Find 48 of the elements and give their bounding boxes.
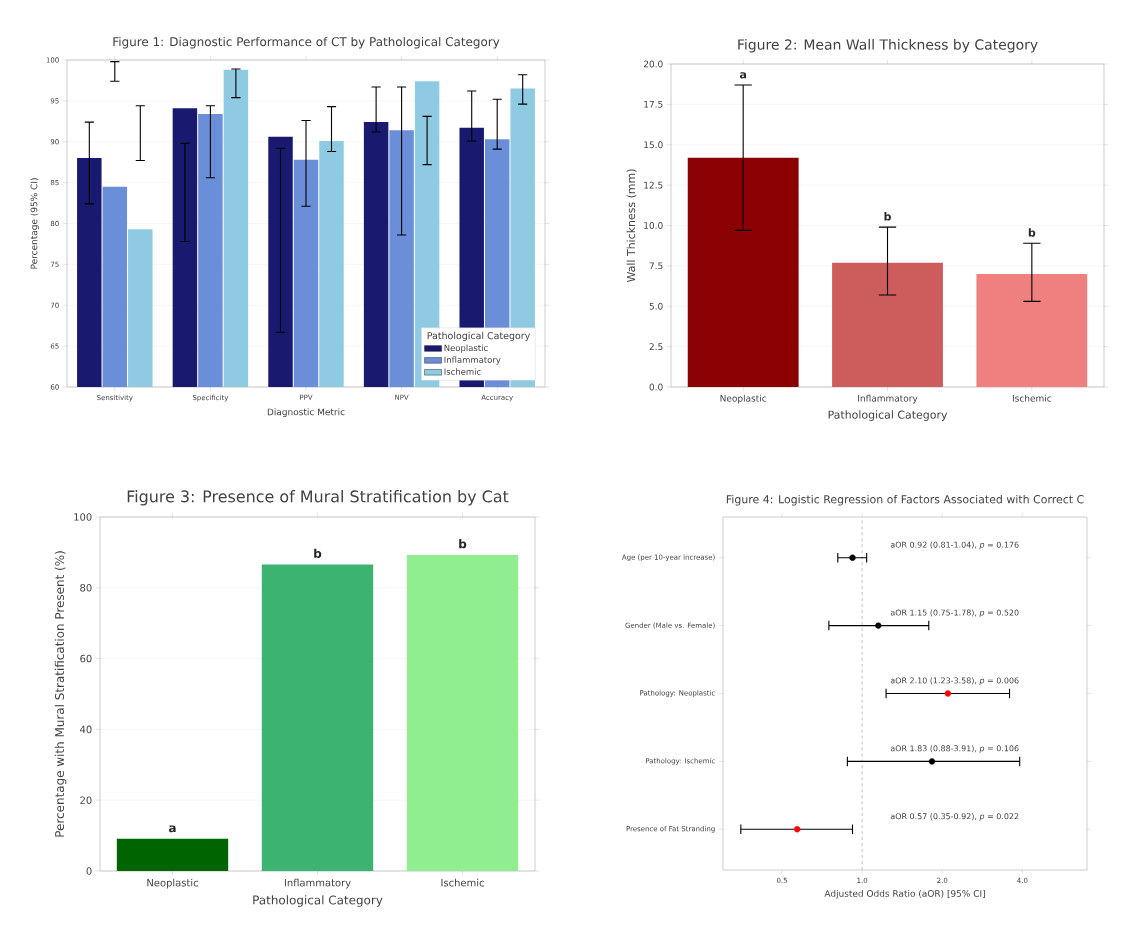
bar bbox=[976, 273, 1088, 387]
chart-title: Figure 4: Logistic Regression of Factors Associated with Correct C bbox=[726, 494, 1084, 506]
legend-title: Pathological Category bbox=[427, 331, 530, 341]
legend-label: Inflammatory bbox=[444, 356, 501, 365]
y-tick-label: 7.5 bbox=[649, 262, 663, 270]
y-tick-label: 0 bbox=[86, 867, 92, 875]
x-axis-title: Diagnostic Metric bbox=[267, 408, 345, 418]
annotation: b bbox=[1028, 228, 1036, 237]
y-tick-label: 20.0 bbox=[643, 60, 663, 68]
y-tick-label: 5.0 bbox=[649, 302, 663, 310]
x-tick-label: Ischemic bbox=[1012, 394, 1052, 402]
x-tick-label: Neoplastic bbox=[720, 394, 767, 404]
y-tick-label: 60 bbox=[80, 654, 92, 663]
y-tick-label: 40 bbox=[80, 725, 92, 734]
annotation: a bbox=[739, 72, 747, 79]
annotation: b bbox=[459, 539, 467, 549]
y-axis-title: Percentage with Mural Stratification Present (%) bbox=[54, 551, 67, 837]
x-tick-label: Inflammatory bbox=[284, 878, 351, 889]
bar bbox=[687, 157, 799, 387]
chart-title: Figure 1: Diagnostic Performance of CT by Pathological Category bbox=[113, 36, 500, 49]
y-tick-label: 0.0 bbox=[649, 383, 663, 391]
x-axis-title: Pathological Category bbox=[253, 895, 383, 907]
x-tick-label: Ischemic bbox=[441, 878, 484, 887]
y-tick-label: 10.0 bbox=[644, 222, 663, 229]
y-tick-label: 2.5 bbox=[649, 343, 663, 351]
y-axis-title: Wall Thickness (mm) bbox=[626, 169, 637, 283]
annotation: b bbox=[884, 212, 891, 221]
chart-title: Figure 2: Mean Wall Thickness by Category bbox=[738, 39, 1038, 53]
x-tick-label: Inflammatory bbox=[858, 394, 918, 404]
y-tick-label: 80 bbox=[80, 584, 92, 592]
annotation: a bbox=[168, 825, 176, 833]
annotation: b bbox=[314, 548, 322, 558]
y-tick-label: 20 bbox=[80, 796, 92, 804]
y-tick-label: 100 bbox=[74, 513, 92, 521]
y-tick-label: 15.0 bbox=[644, 141, 663, 149]
legend-label: Neoplastic bbox=[444, 344, 488, 353]
y-axis-title: Percentage (95% CI) bbox=[30, 178, 40, 269]
bar bbox=[116, 838, 229, 871]
y-tick-label: 17.5 bbox=[644, 101, 663, 108]
chart-title: Figure 3: Presence of Mural Stratification by Cat bbox=[127, 490, 509, 506]
x-tick-label: Neoplastic bbox=[147, 878, 198, 889]
bar bbox=[261, 564, 374, 871]
legend-label: Ischemic bbox=[444, 368, 481, 375]
x-axis-title: Adjusted Odds Ratio (aOR) [95% CI] bbox=[824, 889, 985, 899]
y-tick-label: 12.5 bbox=[644, 181, 663, 189]
bar bbox=[832, 262, 943, 387]
x-axis-title: Pathological Category bbox=[828, 410, 948, 421]
bar bbox=[406, 554, 519, 871]
